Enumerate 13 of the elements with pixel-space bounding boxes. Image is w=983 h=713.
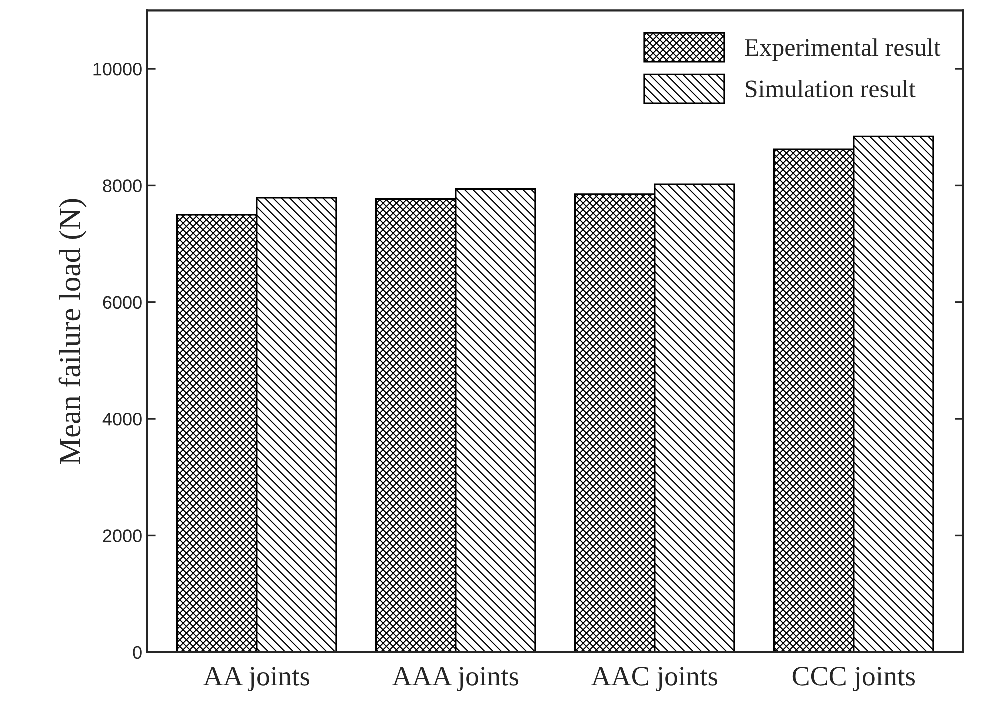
y-tick-label: 2000 (103, 530, 142, 542)
legend-label: Experimental result (745, 38, 941, 62)
y-tick-label: 0 (133, 646, 142, 660)
y-tick-label: 6000 (103, 296, 142, 310)
legend-label: Simulation result (746, 80, 916, 98)
x-tick-label: AA joints (204, 667, 310, 692)
y-axis-title: Mean failure load (N) (58, 199, 87, 464)
x-tick-label: AAC joints (592, 667, 718, 692)
y-tick-label: 10000 (94, 62, 142, 76)
x-tick-label: CCC joints (792, 667, 916, 692)
y-tick-label: 8000 (103, 180, 142, 192)
x-tick-label: AAA joints (392, 667, 519, 692)
y-tick-label: 4000 (102, 412, 142, 426)
